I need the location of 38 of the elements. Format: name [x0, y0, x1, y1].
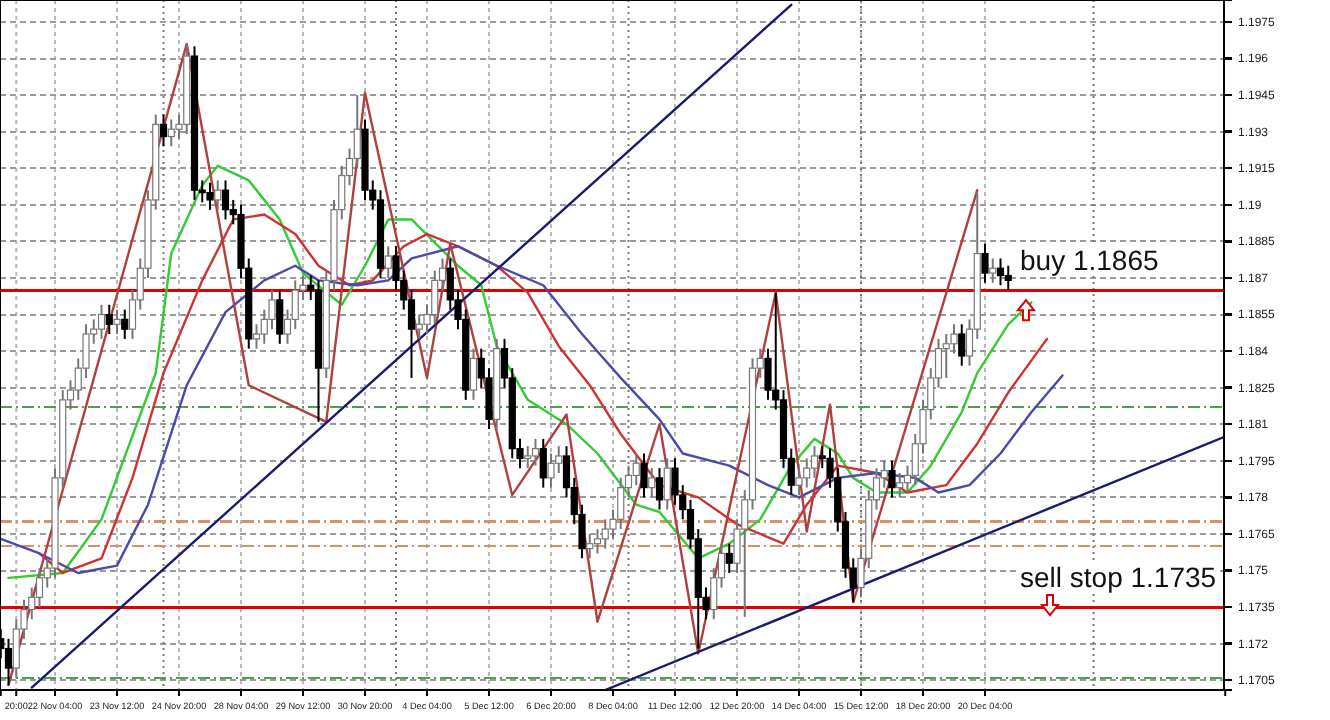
candlestick: [989, 257, 997, 284]
candlestick: [524, 445, 532, 470]
candlestick: [159, 113, 168, 148]
candlestick: [276, 289, 284, 345]
candlestick: [105, 303, 113, 336]
candlestick: [617, 476, 625, 531]
candlestick: [981, 242, 989, 284]
candlestick: [206, 181, 214, 211]
candlestick: [663, 457, 671, 511]
candlestick: [888, 459, 896, 499]
candlestick: [469, 347, 478, 401]
candlestick: [896, 472, 904, 499]
candlestick: [640, 452, 648, 499]
candlestick: [958, 323, 966, 367]
candlestick: [214, 179, 222, 211]
candlestick: [547, 452, 555, 489]
candlestick: [996, 257, 1005, 287]
candlestick: [167, 118, 175, 148]
candlestick: [4, 637, 13, 687]
candlestick: [601, 518, 609, 550]
candlestick: [384, 245, 392, 279]
candlestick: [586, 532, 594, 560]
candlestick: [97, 303, 106, 340]
line-series: [7, 42, 979, 687]
candlestick: [431, 269, 439, 326]
candlestick: [113, 308, 121, 336]
candlestick: [415, 313, 423, 340]
candlestick: [221, 179, 230, 221]
candlestick: [531, 437, 540, 467]
candlestick: [121, 308, 129, 340]
ref-line-label: buy 1.1865: [1020, 244, 1159, 277]
ref-line-label: sell stop 1.1735: [1020, 561, 1217, 594]
candlestick: [803, 457, 811, 489]
candlestick: [1004, 264, 1012, 292]
candlestick: [655, 467, 664, 511]
candlestick: [539, 437, 547, 489]
candlestick: [648, 467, 656, 499]
candlestick: [725, 542, 733, 574]
